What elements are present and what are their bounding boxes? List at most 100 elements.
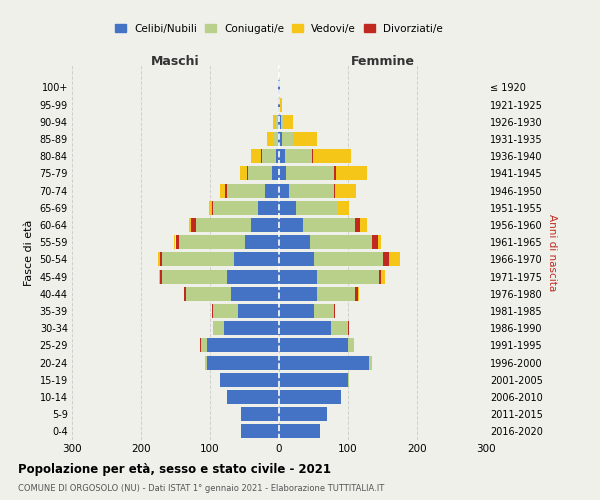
Text: Maschi: Maschi [151, 54, 200, 68]
Bar [381, 270, 385, 283]
Bar [310, 235, 372, 249]
Bar [293, 132, 317, 146]
Bar [348, 338, 353, 352]
Bar [279, 218, 303, 232]
Bar [200, 338, 201, 352]
Bar [283, 132, 293, 146]
Bar [348, 321, 349, 335]
Bar [227, 184, 265, 198]
Bar [335, 166, 367, 180]
Bar [214, 321, 224, 335]
Y-axis label: Fasce di età: Fasce di età [24, 220, 34, 286]
Bar [162, 270, 227, 283]
Bar [279, 270, 317, 283]
Bar [296, 200, 338, 215]
Bar [174, 235, 175, 249]
Bar [279, 321, 331, 335]
Bar [276, 114, 278, 129]
Bar [227, 390, 279, 404]
Bar [266, 132, 274, 146]
Bar [279, 356, 369, 370]
Bar [353, 338, 354, 352]
Bar [176, 235, 179, 249]
Bar [279, 184, 289, 198]
Legend: Celibi/Nubili, Coniugati/e, Vedovi/e, Divorziati/e: Celibi/Nubili, Coniugati/e, Vedovi/e, Di… [113, 22, 445, 36]
Bar [286, 166, 334, 180]
Bar [335, 184, 356, 198]
Bar [334, 166, 335, 180]
Bar [212, 304, 214, 318]
Bar [313, 149, 351, 163]
Bar [209, 200, 212, 215]
Bar [247, 166, 248, 180]
Bar [273, 114, 276, 129]
Bar [317, 286, 355, 301]
Bar [355, 218, 361, 232]
Bar [205, 356, 206, 370]
Bar [279, 166, 286, 180]
Bar [239, 166, 247, 180]
Bar [314, 304, 334, 318]
Bar [251, 218, 279, 232]
Bar [227, 270, 279, 283]
Bar [158, 252, 160, 266]
Bar [234, 252, 279, 266]
Bar [262, 149, 275, 163]
Bar [241, 424, 279, 438]
Bar [389, 252, 400, 266]
Bar [377, 235, 381, 249]
Bar [331, 321, 348, 335]
Bar [317, 270, 379, 283]
Bar [314, 252, 383, 266]
Bar [279, 235, 310, 249]
Bar [338, 200, 349, 215]
Bar [201, 338, 206, 352]
Bar [279, 424, 320, 438]
Bar [279, 149, 284, 163]
Bar [275, 149, 279, 163]
Bar [279, 304, 314, 318]
Bar [279, 390, 341, 404]
Bar [348, 372, 349, 387]
Bar [248, 166, 272, 180]
Bar [186, 286, 230, 301]
Bar [261, 149, 262, 163]
Bar [278, 132, 279, 146]
Bar [278, 98, 279, 112]
Bar [206, 356, 279, 370]
Bar [279, 252, 314, 266]
Bar [289, 184, 334, 198]
Bar [230, 286, 279, 301]
Bar [334, 184, 335, 198]
Bar [355, 286, 358, 301]
Bar [160, 252, 162, 266]
Bar [179, 235, 245, 249]
Bar [279, 132, 283, 146]
Bar [188, 218, 191, 232]
Bar [312, 149, 313, 163]
Bar [206, 338, 279, 352]
Bar [251, 149, 261, 163]
Bar [224, 321, 279, 335]
Bar [284, 149, 312, 163]
Bar [245, 235, 279, 249]
Bar [361, 218, 367, 232]
Bar [383, 252, 389, 266]
Bar [279, 98, 280, 112]
Text: Popolazione per età, sesso e stato civile - 2021: Popolazione per età, sesso e stato civil… [18, 462, 331, 475]
Bar [196, 218, 251, 232]
Bar [281, 114, 283, 129]
Bar [283, 114, 293, 129]
Bar [225, 184, 227, 198]
Bar [220, 184, 225, 198]
Bar [372, 235, 377, 249]
Bar [279, 338, 348, 352]
Bar [379, 270, 381, 283]
Text: COMUNE DI ORGOSOLO (NU) - Dati ISTAT 1° gennaio 2021 - Elaborazione TUTTITALIA.I: COMUNE DI ORGOSOLO (NU) - Dati ISTAT 1° … [18, 484, 384, 493]
Bar [279, 286, 317, 301]
Bar [272, 166, 279, 180]
Bar [279, 114, 281, 129]
Bar [358, 286, 359, 301]
Bar [191, 218, 196, 232]
Bar [212, 200, 214, 215]
